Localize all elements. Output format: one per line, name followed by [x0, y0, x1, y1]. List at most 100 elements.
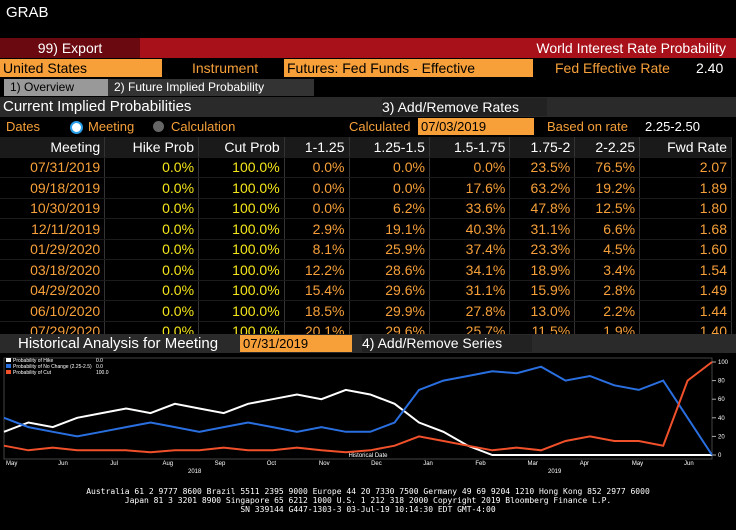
table-row: 10/30/2019 0.0% 100.0% 0.0% 6.2% 33.6% 47.8% 12…: [0, 198, 732, 219]
section-bar: [0, 97, 736, 117]
tab-active[interactable]: 1) Overview: [4, 79, 110, 96]
table-cell: 10/30/2019: [0, 198, 106, 219]
table-cell: 0.0%: [104, 259, 200, 281]
table-cell: 2.2%: [574, 300, 641, 322]
country-select[interactable]: United States: [0, 59, 162, 77]
table-cell: 0.0%: [284, 177, 350, 199]
x-tick-label: Nov: [319, 461, 330, 467]
column-header: 2-2.25: [574, 137, 641, 158]
radio[interactable]: [153, 121, 164, 132]
table-cell: 100.0%: [198, 300, 285, 322]
column-header: Fwd Rate: [639, 137, 732, 158]
table-cell: 1.68: [639, 218, 732, 240]
x-tick-label: Jan: [423, 461, 433, 467]
table-cell: 40.3%: [429, 218, 511, 240]
table-cell: 13.0%: [509, 300, 576, 322]
table-row: 03/18/2020 0.0% 100.0% 12.2% 28.6% 34.1% 18.9%…: [0, 259, 732, 281]
table-cell: 0.0%: [429, 157, 511, 178]
instrument-label: Instrument: [192, 60, 259, 76]
table-cell: 15.4%: [284, 280, 350, 301]
table-cell: 33.6%: [429, 198, 511, 219]
table-cell: 63.2%: [509, 177, 576, 199]
export-button[interactable]: 99) Export: [0, 38, 140, 58]
table-cell: 06/10/2020: [0, 300, 106, 322]
calculated-date[interactable]: 07/03/2019: [418, 118, 534, 135]
table-cell: 0.0%: [104, 218, 200, 240]
radio[interactable]: [70, 121, 83, 134]
window-title: GRAB: [6, 4, 49, 21]
table-cell: 28.6%: [349, 259, 430, 281]
table-cell: 1.54: [639, 259, 732, 281]
table-cell: 8.1%: [284, 239, 350, 260]
table-cell: 1.60: [639, 239, 732, 260]
legend-value: 0.0: [96, 364, 103, 370]
table-cell: 27.8%: [429, 300, 511, 322]
table-cell: 4.5%: [574, 239, 641, 260]
y-tick-label: 40: [718, 416, 725, 422]
x-tick-label: Jun: [684, 461, 694, 467]
column-header: Meeting: [0, 137, 106, 158]
table-cell: 23.5%: [509, 157, 576, 178]
based-label: Based on rate: [547, 119, 628, 134]
footer: Australia 61 2 9777 8600 Brazil 5511 239…: [0, 487, 736, 514]
calculated-label: Calculated: [349, 119, 411, 134]
table-cell: 0.0%: [104, 198, 200, 219]
x-tick-label: Feb: [475, 461, 486, 467]
history-title: Historical Analysis for Meeting: [18, 335, 219, 352]
toolbar: [0, 38, 736, 58]
table-cell: 15.9%: [509, 280, 576, 301]
table-cell: 19.1%: [349, 218, 430, 240]
x-tick-label: Mar: [528, 461, 538, 467]
table-cell: 1.49: [639, 280, 732, 301]
y-tick-label: 60: [718, 397, 725, 403]
history-chart: 0 20 40 60 80 100 May Jun Jul Aug Sep Oct Nov Dec Jan F…: [3, 357, 729, 475]
probability-table: Meeting Hike Prob Cut Prob 1-1.25 1.25-1.5 1.…: [0, 137, 732, 342]
legend-value: 0.0: [96, 358, 103, 364]
table-cell: 0.0%: [104, 300, 200, 322]
table-cell: 6.6%: [574, 218, 641, 240]
instrument-select[interactable]: Futures: Fed Funds - Effective: [284, 59, 533, 77]
rate-value: 2.40: [696, 60, 724, 76]
table-cell: 100.0%: [198, 157, 285, 178]
footer-line: Japan 81 3 3201 8900 Singapore 65 6212 1…: [124, 496, 612, 505]
legend-swatch: [6, 358, 11, 362]
table-cell: 01/29/2020: [0, 239, 106, 260]
history-meeting[interactable]: 07/31/2019: [240, 335, 352, 352]
table-cell: 07/31/2019: [0, 157, 106, 178]
column-header: 1-1.25: [284, 137, 350, 158]
legend-swatch: [6, 370, 11, 374]
legend-label: Probability of No Change (2.25-2.5): [13, 364, 92, 370]
table-cell: 100.0%: [198, 259, 285, 281]
table-cell: 19.2%: [574, 177, 641, 199]
table-cell: 1.44: [639, 300, 732, 322]
series-button[interactable]: 4) Add/Remove Series: [362, 335, 532, 352]
footer-line: Australia 61 2 9777 8600 Brazil 5511 239…: [86, 487, 650, 496]
table-cell: 04/29/2020: [0, 280, 106, 301]
rate-label: Fed Effective Rate: [555, 60, 670, 76]
table-cell: 3.4%: [574, 259, 641, 281]
calculation-option[interactable]: Calculation: [171, 119, 236, 134]
section-title: Current Implied Probabilities: [3, 98, 192, 115]
table-row: 07/31/2019 0.0% 100.0% 0.0% 0.0% 0.0% 23.5% 76.…: [0, 157, 732, 178]
table-cell: 0.0%: [104, 157, 200, 178]
table-cell: 09/18/2019: [0, 177, 106, 199]
column-header: Hike Prob: [104, 137, 200, 158]
table-cell: 47.8%: [509, 198, 576, 219]
legend-label: Probability of Hike: [13, 358, 54, 364]
table-cell: 0.0%: [104, 177, 200, 199]
rates-button[interactable]: 3) Add/Remove Rates: [382, 98, 547, 116]
table-cell: 1.89: [639, 177, 732, 199]
column-header: 1.75-2: [509, 137, 576, 158]
table-cell: 34.1%: [429, 259, 511, 281]
table-cell: 23.3%: [509, 239, 576, 260]
tab[interactable]: 2) Future Implied Probability: [108, 79, 314, 96]
table-row: 09/18/2019 0.0% 100.0% 0.0% 0.0% 17.6% 63.2% 19…: [0, 177, 732, 199]
y-tick-label: 100: [718, 360, 729, 366]
meeting-option[interactable]: Meeting: [88, 119, 135, 134]
table-cell: 100.0%: [198, 177, 285, 199]
table-cell: 0.0%: [284, 157, 350, 178]
table-cell: 03/18/2020: [0, 259, 106, 281]
table-row: 01/29/2020 0.0% 100.0% 8.1% 25.9% 37.4% 23.3% 4…: [0, 239, 732, 260]
x-tick-label: May: [632, 461, 643, 467]
